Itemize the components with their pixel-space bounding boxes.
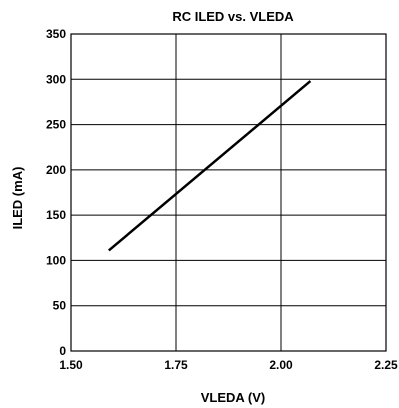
y-tick-label: 300 (46, 72, 66, 86)
x-tick-label: 2.25 (374, 358, 398, 372)
axis-ticks: 1.50 1.75 2.00 2.25 0 50 100 150 200 250 300 350 (46, 27, 398, 372)
chart-title: RC ILED vs. VLEDA (172, 9, 294, 24)
y-tick-label: 150 (46, 208, 66, 222)
y-axis-title: ILED (mA) (10, 167, 25, 230)
y-tick-label: 0 (59, 344, 66, 358)
y-tick-label: 350 (46, 27, 66, 41)
x-axis-title: VLEDA (V) (201, 390, 266, 405)
x-tick-label: 1.50 (59, 358, 83, 372)
x-tick-label: 1.75 (164, 358, 188, 372)
y-tick-label: 250 (46, 118, 66, 132)
plot-frame (70, 33, 387, 352)
y-tick-label: 50 (53, 299, 67, 313)
x-tick-label: 2.00 (269, 358, 293, 372)
series (107, 80, 312, 252)
y-tick-label: 100 (46, 253, 66, 267)
grid (70, 33, 387, 352)
y-tick-label: 200 (46, 163, 66, 177)
series-line (107, 80, 312, 252)
